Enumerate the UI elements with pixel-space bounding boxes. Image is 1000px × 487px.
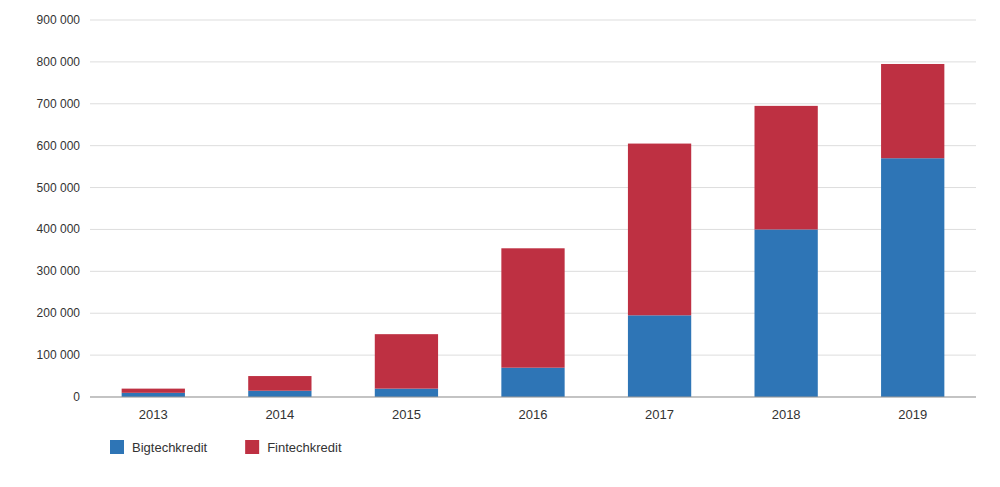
chart: 0 100 000 200 000 300 000 400 000 500 000 600 … [0,0,1000,487]
legend: Bigtechkredit Fintechkredit [110,440,342,455]
y-tick-label: 400 000 [37,222,81,236]
x-axis: 2013 2014 2015 2016 2017 2018 2019 [90,397,976,422]
legend-item: Fintechkredit [245,440,342,455]
y-tick-label: 200 000 [37,306,81,320]
x-tick-label: 2018 [772,407,801,422]
bar-segment [122,393,185,397]
bar-segment [122,389,185,393]
x-axis-line [90,397,976,398]
bar-segment [501,368,564,397]
x-tick-label: 2015 [392,407,421,422]
bar-segment [628,144,691,316]
y-axis: 0 100 000 200 000 300 000 400 000 500 000 600 … [37,13,81,404]
x-tick-label: 2013 [139,407,168,422]
bar-segment [881,158,944,397]
grid-line [90,397,976,398]
grid-line [90,103,976,104]
bar-segment [755,106,818,230]
grid-line [90,229,976,230]
y-tick-label: 900 000 [37,13,81,27]
legend-item: Bigtechkredit [110,440,208,455]
bar-segment [501,248,564,367]
y-tick-label: 300 000 [37,264,81,278]
bar-segment [628,315,691,397]
x-tick-label: 2014 [265,407,294,422]
bar-segment [881,64,944,158]
legend-swatch [110,440,124,454]
y-tick-label: 500 000 [37,181,81,195]
legend-label: Fintechkredit [267,440,342,455]
y-tick-label: 800 000 [37,55,81,69]
bar-segment [375,334,438,388]
grid-line [90,145,976,146]
bar-segment [248,376,311,391]
y-tick-label: 600 000 [37,139,81,153]
bar-segment [375,389,438,397]
x-tick-label: 2019 [898,407,927,422]
y-tick-label: 0 [73,390,80,404]
grid-line [90,20,976,21]
grid-line [90,61,976,62]
x-tick-label: 2016 [519,407,548,422]
y-tick-label: 700 000 [37,97,81,111]
x-tick-label: 2017 [645,407,674,422]
bar-segment [755,229,818,397]
legend-label: Bigtechkredit [132,440,208,455]
grid [90,20,976,397]
legend-swatch [245,440,259,454]
grid-line [90,187,976,188]
y-tick-label: 100 000 [37,348,81,362]
bars [122,64,945,397]
bar-segment [248,391,311,397]
